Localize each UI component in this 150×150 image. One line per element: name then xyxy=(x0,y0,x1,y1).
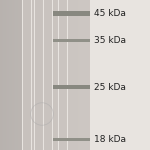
Bar xyxy=(52,138,90,141)
Bar xyxy=(18,0,20,150)
Bar xyxy=(30,0,31,150)
Bar xyxy=(50,0,51,150)
Bar xyxy=(52,85,90,89)
Bar xyxy=(88,0,90,150)
Bar xyxy=(40,0,42,150)
Bar xyxy=(52,11,90,16)
Bar xyxy=(68,0,69,150)
Bar xyxy=(38,0,39,150)
Bar xyxy=(21,0,22,150)
Bar xyxy=(66,0,68,150)
Bar xyxy=(52,0,54,150)
Bar xyxy=(75,0,76,150)
Bar xyxy=(3,0,4,150)
Bar xyxy=(46,0,48,150)
Bar xyxy=(78,0,80,150)
Bar xyxy=(42,0,44,150)
Bar xyxy=(2,0,3,150)
Bar xyxy=(45,0,46,150)
Bar xyxy=(54,0,56,150)
Bar xyxy=(20,0,21,150)
Bar xyxy=(51,0,52,150)
Bar xyxy=(34,0,36,150)
Bar xyxy=(69,0,70,150)
Bar xyxy=(33,0,34,150)
Bar xyxy=(72,0,74,150)
Text: 45 kDa: 45 kDa xyxy=(94,9,126,18)
Bar xyxy=(82,0,84,150)
Bar xyxy=(60,0,61,150)
Bar xyxy=(52,39,90,42)
Bar xyxy=(9,0,11,150)
Bar xyxy=(4,0,6,150)
Bar xyxy=(26,0,27,150)
Text: 35 kDa: 35 kDa xyxy=(94,36,126,45)
Bar xyxy=(61,0,63,150)
Bar xyxy=(12,0,14,150)
Bar xyxy=(39,0,40,150)
Bar xyxy=(56,0,57,150)
Text: 25 kDa: 25 kDa xyxy=(94,82,126,91)
Bar xyxy=(58,0,60,150)
Bar xyxy=(32,0,33,150)
Text: 18 kDa: 18 kDa xyxy=(94,135,126,144)
Bar xyxy=(64,0,66,150)
Bar xyxy=(24,0,26,150)
Bar xyxy=(6,0,8,150)
Bar xyxy=(28,0,30,150)
Bar xyxy=(27,0,28,150)
Bar xyxy=(16,0,18,150)
Bar xyxy=(8,0,9,150)
Bar xyxy=(15,0,16,150)
Bar xyxy=(11,0,12,150)
Bar xyxy=(63,0,64,150)
Bar xyxy=(48,0,50,150)
Bar xyxy=(74,0,75,150)
Bar xyxy=(14,0,15,150)
Bar xyxy=(22,0,24,150)
Bar xyxy=(87,0,88,150)
Bar xyxy=(57,0,58,150)
Bar xyxy=(0,0,2,150)
Bar xyxy=(80,0,81,150)
Bar xyxy=(84,0,86,150)
Bar xyxy=(76,0,78,150)
Bar xyxy=(36,0,38,150)
Bar xyxy=(44,0,45,150)
Bar xyxy=(70,0,72,150)
Bar xyxy=(85,0,87,150)
Bar xyxy=(81,0,82,150)
